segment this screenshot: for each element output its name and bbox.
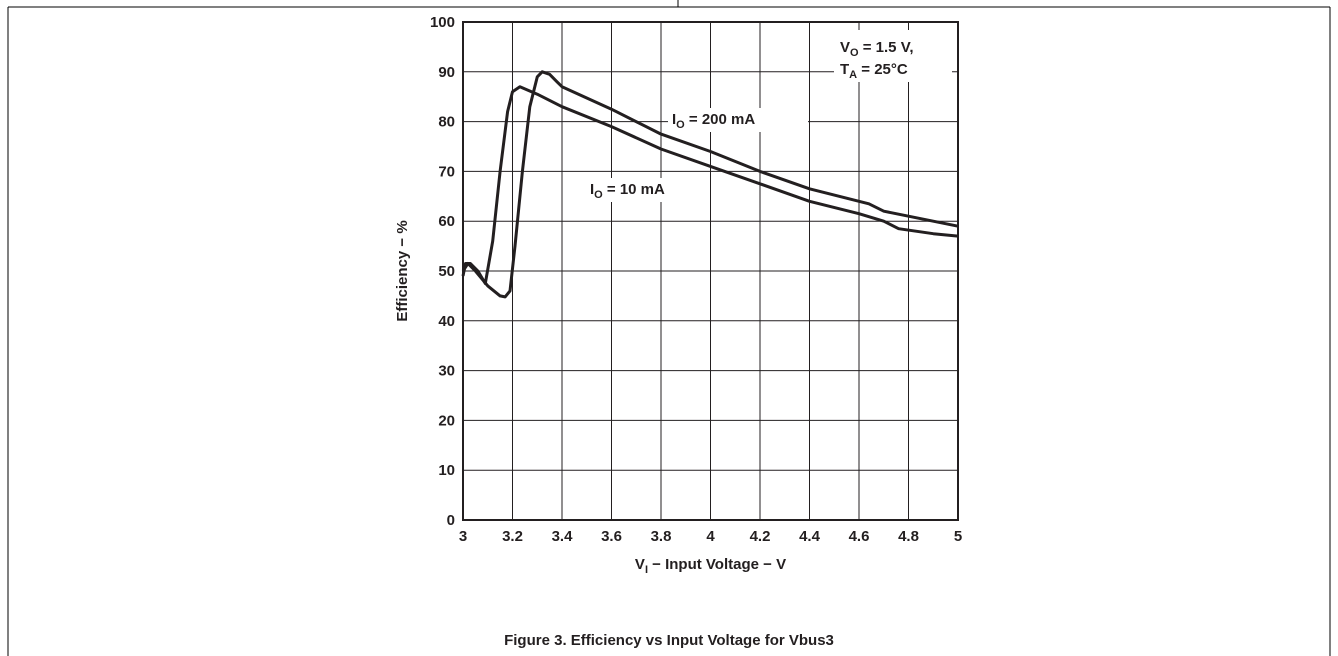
text-part: I xyxy=(672,111,676,128)
subscript: O xyxy=(676,119,685,131)
rich-text: IO = 10 mA xyxy=(590,181,665,201)
y-tick-label: 70 xyxy=(438,163,455,180)
x-tick-label: 3.4 xyxy=(552,528,574,545)
rich-text: VI − Input Voltage − V xyxy=(635,556,786,576)
caption: Figure 3. Efficiency vs Input Voltage fo… xyxy=(504,632,834,649)
text-part: V xyxy=(635,556,645,573)
text-part: = 1.5 V, xyxy=(859,39,914,56)
text-part: V xyxy=(840,39,850,56)
text-part: − Input Voltage − V xyxy=(648,556,786,573)
y-tick-label: 0 xyxy=(447,512,455,529)
text-part: I xyxy=(590,181,594,198)
x-tick-label: 4.2 xyxy=(750,528,771,545)
rich-text: Efficiency − % xyxy=(394,220,411,321)
rich-text: TA = 25°C xyxy=(840,61,908,81)
x-tick-label: 4 xyxy=(706,528,715,545)
y-tick-label: 30 xyxy=(438,363,455,380)
subscript: I xyxy=(645,564,648,576)
label-bg xyxy=(586,178,708,202)
x-tick-label: 4.8 xyxy=(898,528,919,545)
x-tick-label: 4.6 xyxy=(849,528,870,545)
subscript: O xyxy=(850,47,859,59)
series-line xyxy=(461,85,959,285)
y-tick-label: 40 xyxy=(438,313,455,330)
x-tick-label: 4.4 xyxy=(799,528,821,545)
text-part: Efficiency − % xyxy=(394,220,411,321)
series-line xyxy=(461,70,959,299)
rich-text: IO = 200 mA xyxy=(672,111,755,131)
y-tick-label: 100 xyxy=(430,14,455,31)
x-tick-label: 3 xyxy=(459,528,467,545)
text-part: = 10 mA xyxy=(603,181,665,198)
x-tick-label: 5 xyxy=(954,528,962,545)
y-tick-label: 60 xyxy=(438,213,455,230)
y-tick-label: 50 xyxy=(438,263,455,280)
subscript: A xyxy=(849,69,857,81)
text-part: T xyxy=(840,61,849,78)
y-tick-label: 10 xyxy=(438,462,455,479)
annotation-bg xyxy=(834,30,952,82)
x-tick-label: 3.2 xyxy=(502,528,523,545)
x-tick-label: 3.8 xyxy=(651,528,672,545)
text-part: = 200 mA xyxy=(685,111,756,128)
y-tick-label: 90 xyxy=(438,64,455,81)
y-tick-label: 80 xyxy=(438,114,455,131)
rich-text: VO = 1.5 V, xyxy=(840,39,914,59)
label-bg xyxy=(668,108,808,132)
x-tick-label: 3.6 xyxy=(601,528,622,545)
text-part: = 25°C xyxy=(857,61,908,78)
y-tick-label: 20 xyxy=(438,412,455,429)
subscript: O xyxy=(594,189,603,201)
